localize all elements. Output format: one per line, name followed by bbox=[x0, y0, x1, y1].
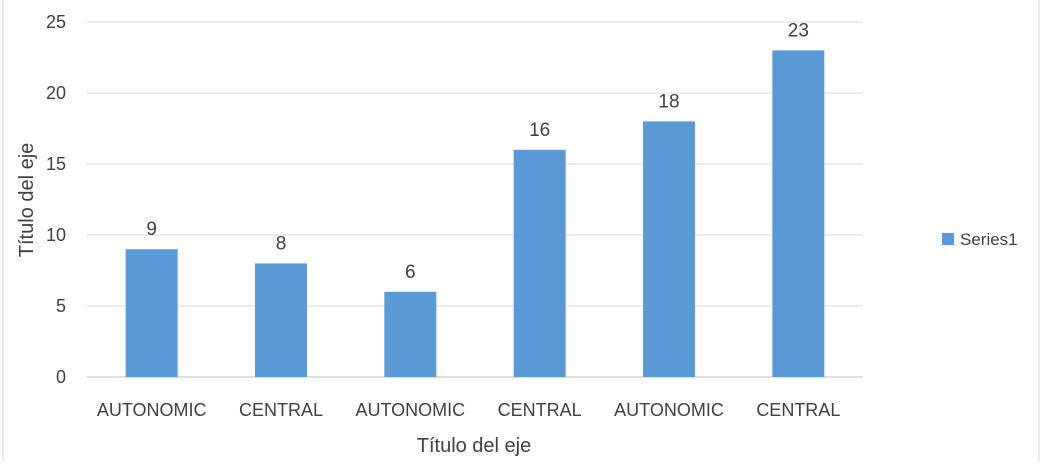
bar bbox=[125, 249, 178, 377]
bar bbox=[643, 121, 695, 378]
data-label: 9 bbox=[146, 219, 157, 240]
y-axis-title: Título del eje bbox=[16, 143, 38, 258]
bars bbox=[125, 50, 825, 378]
y-tick-label: 0 bbox=[56, 367, 66, 387]
x-axis-categories: AUTONOMIC CENTRAL AUTONOMIC CENTRAL AUTONOMI… bbox=[97, 400, 841, 420]
x-category-label: AUTONOMIC bbox=[614, 400, 724, 420]
data-label: 18 bbox=[658, 91, 679, 112]
y-tick-label: 15 bbox=[46, 154, 66, 174]
legend-swatch bbox=[942, 233, 954, 245]
data-label: 8 bbox=[276, 233, 287, 254]
x-category-label: CENTRAL bbox=[756, 400, 840, 420]
data-label: 16 bbox=[529, 120, 550, 141]
bar bbox=[772, 50, 825, 378]
y-tick-label: 25 bbox=[46, 12, 66, 32]
x-category-label: CENTRAL bbox=[498, 400, 582, 420]
bar bbox=[384, 291, 437, 377]
y-tick-label: 20 bbox=[46, 83, 66, 103]
data-label: 23 bbox=[788, 20, 809, 41]
bar bbox=[513, 149, 566, 377]
x-category-label: AUTONOMIC bbox=[97, 400, 207, 420]
data-label: 6 bbox=[405, 262, 416, 283]
bar bbox=[255, 263, 307, 377]
y-tick-label: 5 bbox=[56, 296, 66, 316]
x-category-label: CENTRAL bbox=[239, 400, 323, 420]
y-axis-ticks: 0 5 10 15 20 25 bbox=[46, 12, 66, 387]
legend: Series1 bbox=[942, 230, 1018, 249]
x-axis-title: Título del eje bbox=[417, 435, 532, 457]
y-tick-label: 10 bbox=[46, 225, 66, 245]
legend-label: Series1 bbox=[960, 230, 1018, 249]
x-category-label: AUTONOMIC bbox=[355, 400, 465, 420]
gridlines bbox=[87, 21, 863, 378]
data-labels: 9 8 6 16 18 23 bbox=[146, 20, 809, 282]
